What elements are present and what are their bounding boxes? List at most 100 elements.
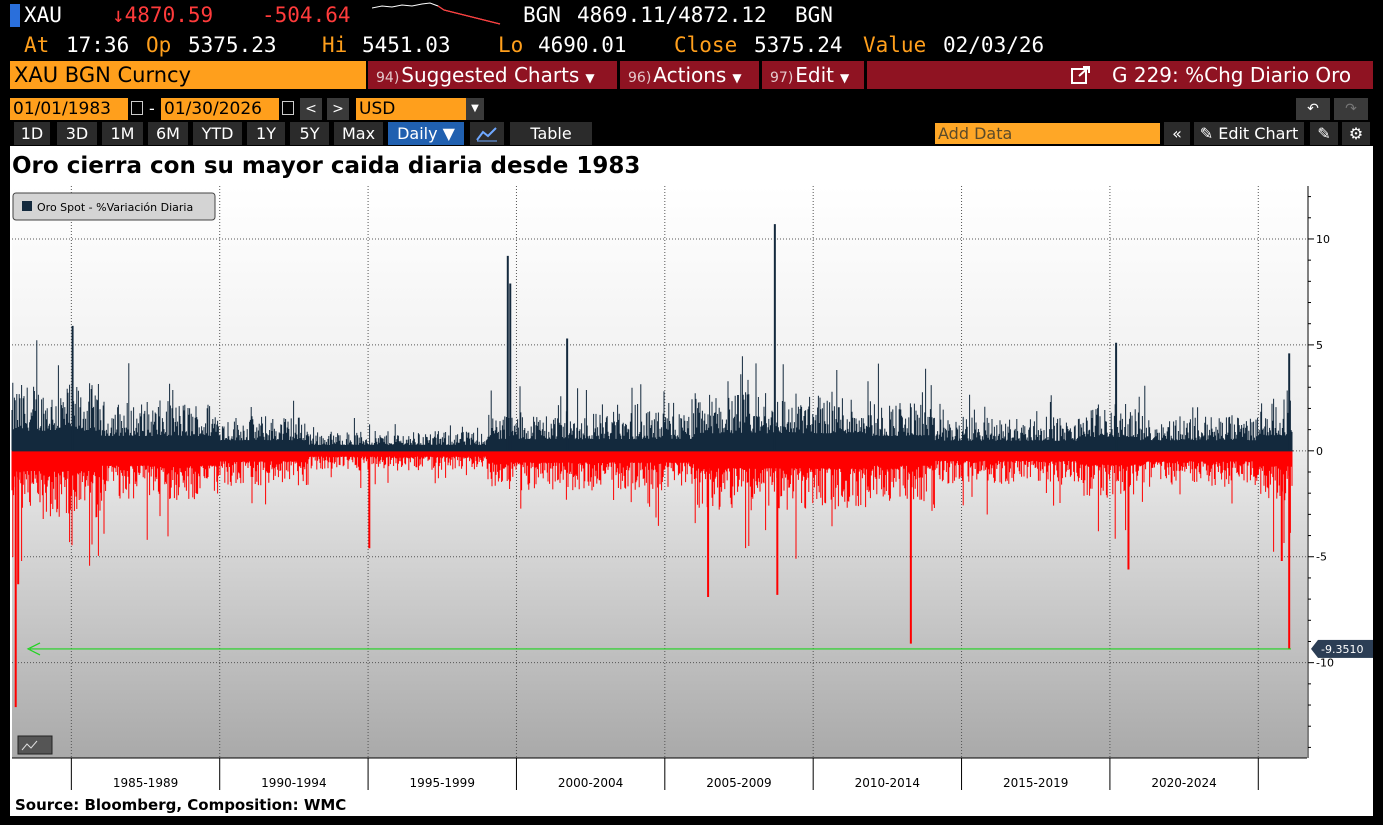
security-field[interactable]: XAU BGN Curncy xyxy=(10,61,366,89)
last-price: ↓4870.59 xyxy=(112,3,214,27)
currency-select[interactable]: USD xyxy=(356,98,466,120)
menu-number: 94) xyxy=(376,70,400,86)
positive-bars xyxy=(11,340,1293,451)
period-1m[interactable]: 1M xyxy=(102,122,143,145)
header-bar: XAU BGN Curncy 94) Suggested Charts ▼ 96) A… xyxy=(0,61,1383,89)
open-label: Op xyxy=(146,33,172,57)
x-tick-label: 1985-1989 xyxy=(113,776,178,790)
table-button[interactable]: Table xyxy=(510,122,592,145)
period-5y[interactable]: 5Y xyxy=(290,122,329,145)
date-range-row: 01/01/1983 - 01/30/2026 < > USD ▼ ↶ ↷ xyxy=(0,97,1383,121)
function-title-bar: G 229: %Chg Diario Oro xyxy=(867,61,1373,89)
period-ytd[interactable]: YTD xyxy=(193,122,242,145)
period-1d[interactable]: 1D xyxy=(14,122,50,145)
quote-line-2: At 17:36 Op 5375.23 Hi 5451.03 Lo 4690.0… xyxy=(0,31,1383,59)
range-dash: - xyxy=(149,99,155,118)
chevron-down-icon: ▼ xyxy=(732,71,742,85)
bid-ask: 4869.11/4872.12 xyxy=(577,3,767,27)
period-3d[interactable]: 3D xyxy=(57,122,97,145)
x-tick-label: 2000-2004 xyxy=(558,776,623,790)
chart-style-button[interactable] xyxy=(17,735,53,755)
start-date-field[interactable]: 01/01/1983 xyxy=(10,98,128,120)
toolbar: 1D 3D 1M 6M YTD 1Y 5Y Max Daily ▼ Table … xyxy=(0,122,1383,145)
pencil-icon: ✎ xyxy=(1199,124,1219,143)
x-tick-label: 1995-1999 xyxy=(410,776,475,790)
close-label: Close xyxy=(674,33,738,57)
x-tick-label: 2010-2014 xyxy=(855,776,920,790)
positive-bar-path xyxy=(11,340,1293,451)
at-value: 17:36 xyxy=(66,33,130,57)
low-value: 4690.01 xyxy=(538,33,627,57)
redo-icon[interactable]: ↷ xyxy=(1334,98,1368,120)
x-tick-label: 2015-2019 xyxy=(1003,776,1068,790)
line-chart-icon xyxy=(21,740,38,751)
chart-type-icon[interactable] xyxy=(470,122,504,145)
value-date: 02/03/26 xyxy=(943,33,1045,57)
value-label: Value xyxy=(863,33,927,57)
edit-chart-button[interactable]: ✎ Edit Chart xyxy=(1194,122,1304,145)
gear-icon[interactable]: ⚙ xyxy=(1342,122,1370,145)
menu-label: Actions xyxy=(653,63,727,87)
edit-chart-label: Edit Chart xyxy=(1218,124,1299,143)
legend-swatch xyxy=(22,201,32,211)
source-note: Source: Bloomberg, Composition: WMC xyxy=(15,796,346,814)
end-date-field[interactable]: 01/30/2026 xyxy=(161,98,279,120)
y-tick-label: -10 xyxy=(1316,657,1334,670)
calendar-icon[interactable] xyxy=(282,101,294,115)
period-6m[interactable]: 6M xyxy=(148,122,188,145)
collapse-icon[interactable]: « xyxy=(1164,122,1190,145)
menu-label: Edit xyxy=(795,63,835,87)
x-tick-label: 2005-2009 xyxy=(706,776,771,790)
x-tick-label: 1990-1994 xyxy=(261,776,326,790)
legend-box[interactable] xyxy=(12,192,216,221)
open-value: 5375.23 xyxy=(188,33,277,57)
x-tick-label: 2020-2024 xyxy=(1151,776,1216,790)
ticker-marker xyxy=(10,4,20,27)
menu-label: Suggested Charts xyxy=(401,63,580,87)
period-1y[interactable]: 1Y xyxy=(247,122,285,145)
quote-line-1: XAU ↓4870.59 -504.64 BGN 4869.11/4872.12… xyxy=(0,0,1383,30)
edit-menu[interactable]: 97) Edit ▼ xyxy=(762,61,864,89)
prev-period-button[interactable]: < xyxy=(300,98,322,120)
last-value-label: -9.3510 xyxy=(1321,643,1363,656)
chart-svg: Oro cierra con su mayor caida diaria des… xyxy=(11,153,1373,814)
last-value-badge xyxy=(1318,639,1373,658)
actions-menu[interactable]: 96) Actions ▼ xyxy=(620,61,759,89)
bid-source: BGN xyxy=(523,3,561,27)
last-value-pointer xyxy=(1311,639,1318,658)
add-data-input[interactable]: Add Data xyxy=(935,123,1160,144)
negative-bar-path xyxy=(11,450,1293,566)
legend-label: Oro Spot - %Variación Diaria xyxy=(37,201,193,214)
chart-panel: Oro cierra con su mayor caida diaria des… xyxy=(10,146,1373,816)
high-label: Hi xyxy=(322,33,348,57)
chevron-down-icon[interactable]: ▼ xyxy=(466,98,484,120)
menu-number: 96) xyxy=(628,70,652,86)
y-tick-label: -5 xyxy=(1316,551,1327,564)
high-value: 5451.03 xyxy=(362,33,451,57)
annotate-icon[interactable]: ✎ xyxy=(1310,122,1338,145)
ticker: XAU xyxy=(24,3,62,27)
next-period-button[interactable]: > xyxy=(327,98,349,120)
low-label: Lo xyxy=(498,33,524,57)
undo-icon[interactable]: ↶ xyxy=(1296,98,1330,120)
suggested-charts-menu[interactable]: 94) Suggested Charts ▼ xyxy=(368,61,617,89)
popout-icon[interactable] xyxy=(1071,66,1091,84)
function-title: G 229: %Chg Diario Oro xyxy=(1112,63,1352,87)
at-label: At xyxy=(24,33,50,57)
negative-bars xyxy=(11,450,1293,566)
price-change: -504.64 xyxy=(262,3,351,27)
chevron-down-icon: ▼ xyxy=(840,71,850,85)
calendar-icon[interactable] xyxy=(131,101,143,115)
y-tick-label: 0 xyxy=(1316,445,1323,458)
chevron-down-icon: ▼ xyxy=(585,71,595,85)
close-value: 5375.24 xyxy=(754,33,843,57)
arrow-left-icon xyxy=(26,642,41,656)
y-tick-label: 5 xyxy=(1316,339,1323,352)
chart-title: Oro cierra con su mayor caida diaria des… xyxy=(12,153,640,179)
menu-number: 97) xyxy=(770,70,794,86)
period-max[interactable]: Max xyxy=(334,122,383,145)
ask-source: BGN xyxy=(795,3,833,27)
sparkline xyxy=(372,2,501,25)
frequency-select[interactable]: Daily ▼ xyxy=(388,122,464,145)
y-tick-label: 10 xyxy=(1316,233,1330,246)
